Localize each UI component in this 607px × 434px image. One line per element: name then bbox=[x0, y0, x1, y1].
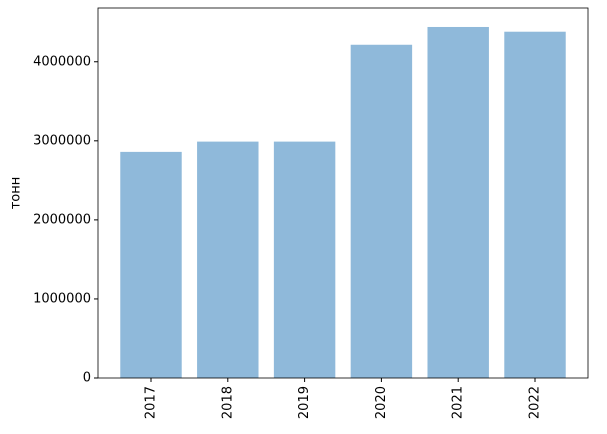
bar bbox=[273, 141, 336, 378]
bar bbox=[350, 44, 413, 379]
y-axis-label: тонн bbox=[9, 177, 24, 210]
x-tick-label: 2020 bbox=[374, 386, 389, 419]
bar bbox=[504, 31, 566, 378]
x-tick-label: 2021 bbox=[451, 386, 466, 419]
bar bbox=[120, 151, 182, 378]
bar bbox=[427, 26, 489, 378]
y-tick-label: 2000000 bbox=[33, 212, 91, 227]
x-tick-label: 2019 bbox=[297, 386, 312, 419]
y-tick-label: 4000000 bbox=[33, 54, 91, 69]
x-tick-label: 2018 bbox=[220, 386, 235, 419]
x-tick-label: 2022 bbox=[528, 386, 543, 419]
plot-frame bbox=[97, 7, 589, 379]
x-tick-label: 2017 bbox=[143, 386, 158, 419]
y-tick-label: 0 bbox=[83, 371, 91, 386]
bar bbox=[197, 141, 259, 378]
y-tick-label: 1000000 bbox=[33, 291, 91, 306]
y-tick-label: 3000000 bbox=[33, 133, 91, 148]
